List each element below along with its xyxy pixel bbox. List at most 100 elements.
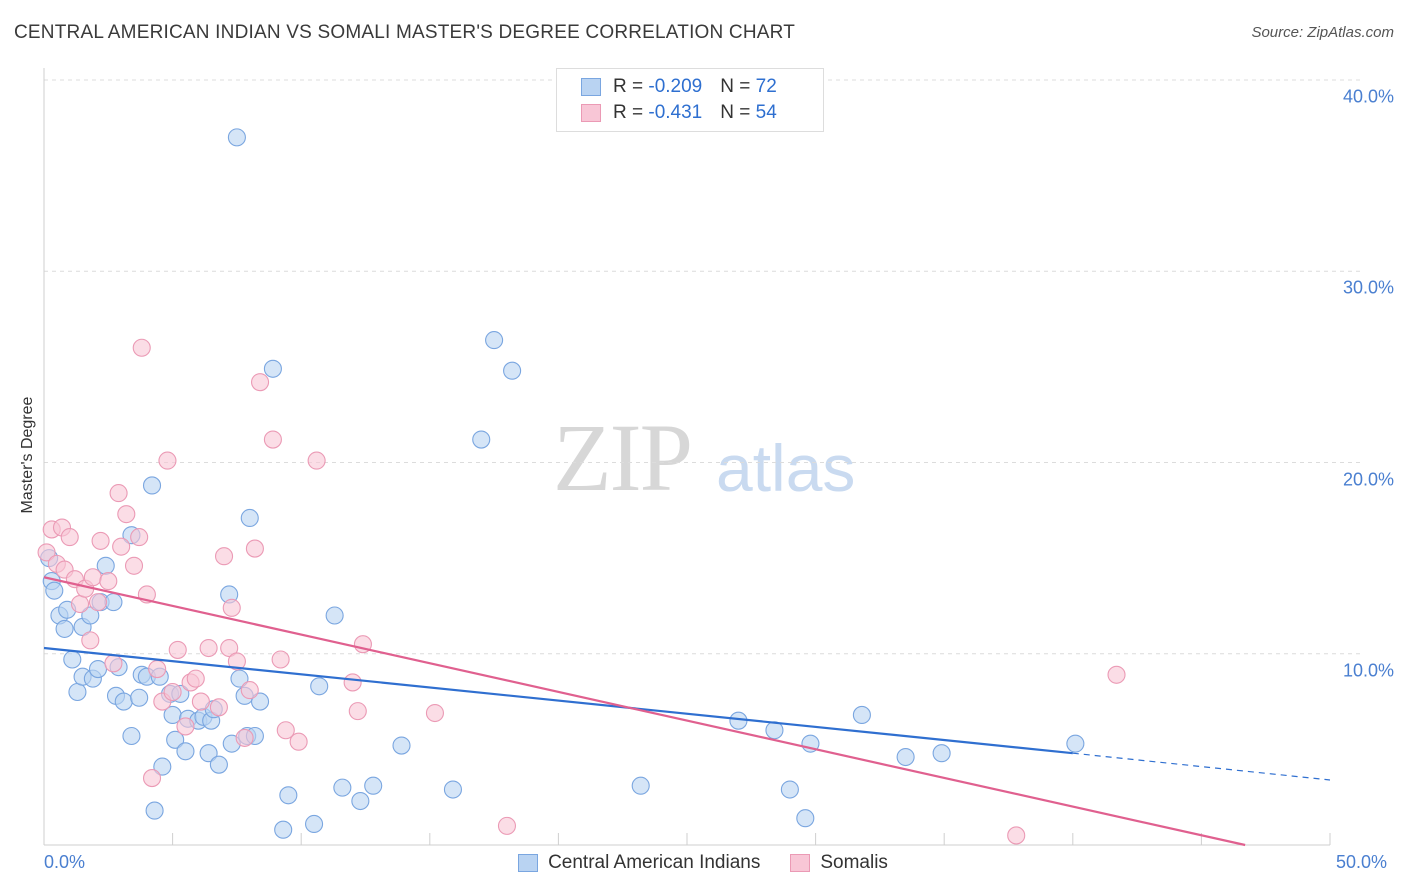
stats-legend: R = -0.209 N = 72 R = -0.431 N = 54 bbox=[556, 68, 824, 132]
point-central-american-indians bbox=[166, 730, 185, 749]
point-somalis bbox=[191, 692, 210, 711]
point-central-american-indians bbox=[145, 801, 164, 820]
point-central-american-indians bbox=[104, 593, 123, 612]
point-central-american-indians bbox=[130, 688, 149, 707]
point-central-american-indians bbox=[209, 755, 228, 774]
trendline-somalis bbox=[43, 576, 1246, 847]
point-somalis bbox=[276, 721, 295, 740]
point-central-american-indians bbox=[503, 361, 522, 380]
point-somalis bbox=[99, 572, 118, 591]
point-central-american-indians bbox=[227, 128, 246, 147]
point-somalis bbox=[289, 732, 308, 751]
point-somalis bbox=[132, 338, 151, 357]
point-somalis bbox=[227, 652, 246, 671]
point-somalis bbox=[307, 451, 326, 470]
x-tick-min: 0.0% bbox=[44, 852, 86, 872]
point-central-american-indians bbox=[796, 809, 815, 828]
point-somalis bbox=[109, 484, 128, 503]
point-somalis bbox=[37, 543, 56, 562]
point-somalis bbox=[81, 631, 100, 650]
legend-item-central-american-indians[interactable]: Central American Indians bbox=[518, 852, 760, 874]
point-somalis bbox=[199, 638, 218, 658]
point-central-american-indians bbox=[325, 606, 344, 625]
point-central-american-indians bbox=[333, 778, 352, 797]
point-somalis bbox=[158, 451, 177, 470]
point-somalis bbox=[83, 568, 102, 587]
legend-row-somalis: R = -0.431 N = 54 bbox=[581, 101, 777, 125]
point-central-american-indians bbox=[305, 814, 324, 834]
point-somalis bbox=[88, 593, 108, 612]
point-somalis bbox=[1107, 665, 1126, 684]
watermark-zip: ZIP bbox=[553, 404, 693, 511]
point-somalis bbox=[209, 698, 228, 717]
point-central-american-indians bbox=[153, 757, 172, 776]
point-central-american-indians bbox=[81, 606, 100, 625]
y-tick-label: 20.0% bbox=[1342, 469, 1394, 489]
point-somalis bbox=[250, 373, 270, 392]
point-central-american-indians bbox=[1066, 734, 1085, 753]
point-somalis bbox=[124, 556, 144, 575]
point-central-american-indians bbox=[68, 682, 87, 702]
point-central-american-indians bbox=[240, 508, 259, 528]
point-central-american-indians bbox=[351, 791, 370, 811]
point-central-american-indians bbox=[176, 742, 195, 761]
y-tick-label: 10.0% bbox=[1342, 660, 1394, 681]
point-central-american-indians bbox=[122, 726, 141, 746]
point-central-american-indians bbox=[45, 581, 64, 600]
legend-swatch-pink bbox=[790, 854, 811, 872]
point-somalis bbox=[130, 528, 149, 547]
legend-r-label: R = bbox=[613, 102, 649, 123]
legend-label: Central American Indians bbox=[548, 852, 761, 873]
point-somalis bbox=[112, 537, 131, 556]
point-central-american-indians bbox=[63, 650, 82, 669]
legend-swatch-blue bbox=[518, 854, 539, 872]
point-somalis bbox=[163, 682, 182, 702]
point-central-american-indians bbox=[55, 619, 74, 638]
point-somalis bbox=[176, 717, 195, 736]
legend-n-label: N = bbox=[720, 102, 756, 123]
point-central-american-indians bbox=[114, 692, 133, 711]
legend-n-value: 72 bbox=[755, 76, 777, 97]
point-somalis bbox=[240, 681, 259, 700]
point-somalis bbox=[70, 594, 90, 614]
legend-label: Somalis bbox=[820, 852, 888, 873]
legend-r-label: R = bbox=[613, 76, 649, 97]
point-somalis bbox=[222, 598, 241, 617]
point-central-american-indians bbox=[364, 776, 383, 795]
y-tick-label: 40.0% bbox=[1342, 86, 1394, 107]
point-somalis bbox=[348, 702, 367, 721]
point-somalis bbox=[263, 430, 282, 449]
legend-n-label: N = bbox=[720, 76, 756, 97]
trendline-extension-central-american-indians bbox=[1072, 752, 1331, 781]
point-somalis bbox=[1007, 826, 1026, 845]
point-somalis bbox=[60, 528, 79, 547]
point-central-american-indians bbox=[250, 692, 270, 711]
point-somalis bbox=[168, 640, 187, 659]
chart-title: CENTRAL AMERICAN INDIAN VS SOMALI MASTER… bbox=[14, 22, 796, 43]
point-somalis bbox=[91, 531, 110, 550]
point-central-american-indians bbox=[230, 669, 249, 688]
point-central-american-indians bbox=[896, 747, 915, 767]
point-somalis bbox=[148, 659, 167, 679]
point-somalis bbox=[186, 669, 205, 688]
point-central-american-indians bbox=[274, 820, 293, 839]
point-central-american-indians bbox=[443, 780, 462, 799]
legend-r-value: -0.431 bbox=[648, 102, 703, 123]
series-legend: Central American Indians Somalis bbox=[0, 852, 1406, 874]
legend-swatch-pink bbox=[581, 104, 601, 122]
point-central-american-indians bbox=[310, 677, 329, 696]
legend-r-value: -0.209 bbox=[648, 76, 703, 97]
y-tick-label: 30.0% bbox=[1342, 277, 1394, 298]
point-somalis bbox=[245, 539, 264, 558]
point-central-american-indians bbox=[279, 786, 298, 805]
legend-item-somalis[interactable]: Somalis bbox=[790, 852, 888, 874]
x-tick-max: 50.0% bbox=[1336, 852, 1388, 872]
point-central-american-indians bbox=[263, 359, 282, 378]
legend-n-value: 54 bbox=[755, 102, 777, 123]
point-somalis bbox=[271, 650, 290, 669]
point-central-american-indians bbox=[472, 430, 491, 449]
point-central-american-indians bbox=[88, 659, 108, 679]
point-central-american-indians bbox=[932, 744, 951, 763]
point-somalis bbox=[104, 654, 123, 673]
